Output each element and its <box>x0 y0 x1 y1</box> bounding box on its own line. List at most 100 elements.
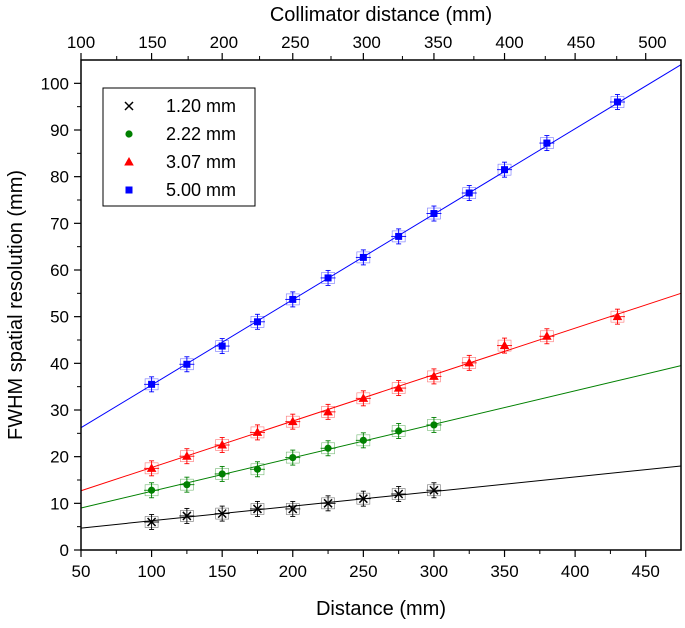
bottom-axis-title: Distance (mm) <box>316 598 446 620</box>
x-tick-label: 200 <box>279 562 307 581</box>
data-marker <box>147 486 156 494</box>
y-tick-label: 10 <box>50 494 69 513</box>
data-marker-stroke-b <box>217 509 227 519</box>
data-marker-stroke-b <box>429 485 439 495</box>
y-tick-label: 80 <box>50 168 69 187</box>
x2-tick-label: 400 <box>495 33 523 52</box>
y-tick-label: 90 <box>50 121 69 140</box>
data-marker <box>253 465 262 473</box>
x2-tick-label: 150 <box>138 33 166 52</box>
data-marker <box>464 357 475 367</box>
data-point-series-3 <box>609 94 625 110</box>
data-marker <box>183 360 191 368</box>
legend-marker-series-3 <box>125 186 133 194</box>
data-marker <box>358 393 369 402</box>
data-marker <box>543 139 551 147</box>
data-point-series-1 <box>355 432 371 449</box>
data-point-series-0 <box>144 514 160 530</box>
data-marker <box>393 383 404 392</box>
x2-tick-label: 250 <box>281 33 309 52</box>
data-marker <box>289 295 297 303</box>
data-marker <box>287 416 298 426</box>
data-marker <box>429 485 439 495</box>
top-axis-title: Collimator distance (mm) <box>270 4 492 26</box>
data-point-series-1 <box>214 465 230 482</box>
data-marker <box>148 380 156 388</box>
data-marker <box>613 98 621 106</box>
data-point-series-2 <box>391 380 407 397</box>
fit-line-series-1 <box>80 365 682 509</box>
x-tick-label: 300 <box>420 562 448 581</box>
x2-tick-label: 350 <box>424 33 452 52</box>
data-point-series-0 <box>426 482 442 499</box>
x-tick-label: 400 <box>561 562 589 581</box>
data-point-series-3 <box>539 135 555 152</box>
data-point-series-1 <box>391 423 407 439</box>
data-marker-stroke-b <box>323 498 333 508</box>
data-marker <box>358 494 368 504</box>
data-point-series-2 <box>320 403 336 420</box>
x2-tick-label: 450 <box>567 33 595 52</box>
data-marker <box>218 342 226 350</box>
data-point-series-2 <box>285 413 301 430</box>
data-marker <box>289 454 297 462</box>
y-tick-label: 30 <box>50 401 69 420</box>
data-marker <box>429 371 439 380</box>
data-point-series-3 <box>179 356 195 373</box>
data-marker-stroke-b <box>394 489 404 499</box>
data-point-series-3 <box>355 249 371 266</box>
data-point-series-3 <box>497 161 513 178</box>
x2-tick-label: 300 <box>353 33 381 52</box>
fit-line-series-0 <box>80 465 682 529</box>
legend-marker-series-1 <box>125 130 133 138</box>
data-marker <box>182 511 192 521</box>
data-marker <box>217 440 227 449</box>
data-point-series-3 <box>285 291 301 308</box>
x-tick-label: 450 <box>632 562 660 581</box>
y-tick-label: 20 <box>50 448 69 467</box>
data-marker-stroke-b <box>147 517 157 527</box>
data-point-series-0 <box>355 490 371 507</box>
data-marker-stroke-b <box>252 504 263 514</box>
legend-label-series-0: 1.20 mm <box>166 96 236 116</box>
data-marker <box>501 166 509 174</box>
legend-label-series-3: 5.00 mm <box>166 180 236 200</box>
legend-marker-series-2 <box>124 157 134 166</box>
data-marker-stroke-b <box>358 494 368 504</box>
data-marker <box>323 406 333 416</box>
data-point-series-1 <box>320 440 336 457</box>
data-point-series-2 <box>249 424 265 441</box>
y-tick-label: 50 <box>50 308 69 327</box>
data-marker <box>430 421 438 429</box>
data-point-series-1 <box>144 482 160 499</box>
data-marker <box>359 253 367 261</box>
legend-label-series-2: 3.07 mm <box>166 152 236 172</box>
data-marker <box>359 436 367 444</box>
data-point-series-3 <box>144 376 160 393</box>
data-marker <box>499 340 510 350</box>
data-point-series-0 <box>214 505 230 522</box>
data-point-series-2 <box>497 337 513 354</box>
data-marker <box>217 509 227 519</box>
left-axis-title: FWHM spatial resolution (mm) <box>5 170 27 440</box>
data-marker <box>288 504 298 514</box>
legend: 1.20 mm 2.22 mm 3.07 mm 5.00 mm <box>102 87 256 207</box>
x-tick-label: 50 <box>72 562 91 581</box>
data-marker <box>612 311 623 321</box>
data-point-series-3 <box>426 205 442 222</box>
data-point-series-3 <box>320 269 336 286</box>
data-point-series-1 <box>179 476 195 493</box>
data-point-series-2 <box>461 354 477 371</box>
legend-marker-series-0 <box>124 101 134 111</box>
x-tick-label: 100 <box>137 562 165 581</box>
data-marker <box>182 451 192 460</box>
data-marker <box>147 517 157 527</box>
data-marker <box>218 470 226 478</box>
data-point-series-2 <box>144 460 160 477</box>
y-tick-label: 40 <box>50 354 69 373</box>
data-marker <box>430 210 438 218</box>
data-point-series-0 <box>391 486 407 502</box>
data-marker <box>542 331 552 340</box>
